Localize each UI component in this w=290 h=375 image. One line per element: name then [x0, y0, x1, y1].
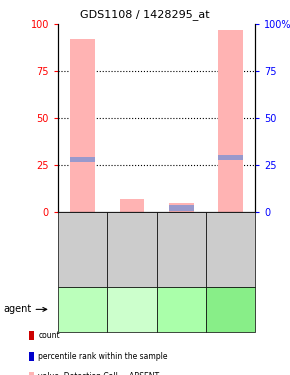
Text: GSM40866: GSM40866: [127, 229, 137, 270]
Text: ERK
inhibitor: ERK inhibitor: [216, 303, 245, 316]
Text: untreated: untreated: [66, 306, 100, 312]
Bar: [218, 30, 243, 212]
Bar: [218, 154, 243, 160]
Bar: [169, 202, 193, 212]
Bar: [119, 199, 144, 212]
Text: agent: agent: [3, 304, 31, 314]
Text: GSM40868: GSM40868: [226, 229, 235, 270]
Text: count: count: [38, 331, 60, 340]
Bar: [169, 206, 193, 211]
Text: p38 MAP
K inhibitor: p38 MAP K inhibitor: [114, 303, 150, 316]
Text: GDS1108 / 1428295_at: GDS1108 / 1428295_at: [80, 9, 210, 20]
Bar: [70, 157, 95, 162]
Bar: [70, 39, 95, 212]
Text: GSM40865: GSM40865: [78, 229, 87, 270]
Text: percentile rank within the sample: percentile rank within the sample: [38, 352, 168, 361]
Text: value, Detection Call = ABSENT: value, Detection Call = ABSENT: [38, 372, 160, 375]
Text: GSM40867: GSM40867: [177, 229, 186, 270]
Text: JNK
inhibitor: JNK inhibitor: [167, 303, 196, 316]
